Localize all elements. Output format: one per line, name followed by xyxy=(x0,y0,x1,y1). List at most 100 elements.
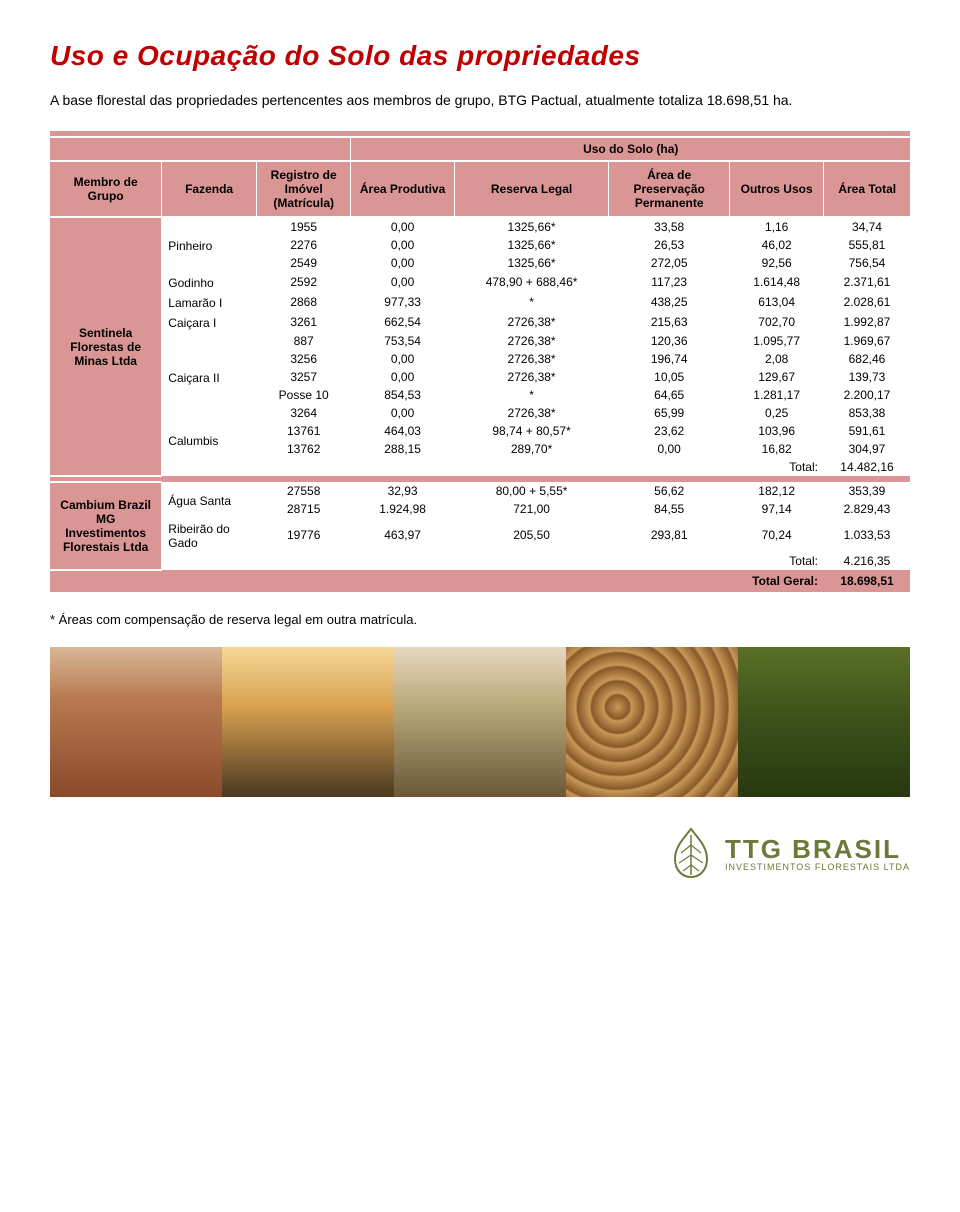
fazenda-label: Caiçara I xyxy=(162,312,257,332)
cell-res: 2726,38* xyxy=(454,350,609,368)
col-reserva: Reserva Legal xyxy=(454,161,609,217)
cell-tot: 2.200,17 xyxy=(824,386,910,404)
col-fazenda: Fazenda xyxy=(162,161,257,217)
grandtotal-value: 18.698,51 xyxy=(824,570,910,592)
cell-app: 120,36 xyxy=(609,332,729,350)
cell-app: 23,62 xyxy=(609,422,729,440)
table-row: Calumbis13761464,0398,74 + 80,57*23,6210… xyxy=(50,422,910,440)
cell-app: 26,53 xyxy=(609,236,729,254)
subtotal-value: 4.216,35 xyxy=(824,552,910,570)
cell-res: 1325,66* xyxy=(454,217,609,236)
fazenda-label: Ribeirão do Gado xyxy=(162,518,257,552)
table-row: Cambium Brazil MG Investimentos Floresta… xyxy=(50,482,910,500)
cell-out: 2,08 xyxy=(729,350,824,368)
cell-out: 1.614,48 xyxy=(729,272,824,292)
cell-prod: 1.924,98 xyxy=(351,500,454,518)
grandtotal-row: Total Geral:18.698,51 xyxy=(50,570,910,592)
cell-out: 103,96 xyxy=(729,422,824,440)
table-superheader: Uso do Solo (ha) xyxy=(351,137,910,161)
cell-reg: 28715 xyxy=(256,500,351,518)
photo-3 xyxy=(394,647,566,797)
cell-res: 205,50 xyxy=(454,518,609,552)
cell-res: 721,00 xyxy=(454,500,609,518)
cell-reg: 13762 xyxy=(256,440,351,458)
logo-area: TTG BRASIL INVESTIMENTOS FLORESTAIS LTDA xyxy=(50,827,910,881)
cell-res: 1325,66* xyxy=(454,236,609,254)
cell-out: 70,24 xyxy=(729,518,824,552)
table-row: Godinho25920,00478,90 + 688,46*117,231.6… xyxy=(50,272,910,292)
table-row: Sentinela Florestas de Minas LtdaPinheir… xyxy=(50,217,910,236)
cell-app: 65,99 xyxy=(609,404,729,422)
cell-out: 1.281,17 xyxy=(729,386,824,404)
subtotal-row: Total:4.216,35 xyxy=(50,552,910,570)
intro-text: A base florestal das propriedades perten… xyxy=(50,90,830,111)
cell-prod: 32,93 xyxy=(351,482,454,500)
photo-strip xyxy=(50,647,910,797)
photo-4 xyxy=(566,647,738,797)
cell-reg: Posse 10 xyxy=(256,386,351,404)
membro-cell: Cambium Brazil MG Investimentos Floresta… xyxy=(50,482,162,570)
cell-res: 289,70* xyxy=(454,440,609,458)
cell-tot: 1.992,87 xyxy=(824,312,910,332)
cell-tot: 139,73 xyxy=(824,368,910,386)
photo-2 xyxy=(222,647,394,797)
cell-out: 1,16 xyxy=(729,217,824,236)
subtotal-label: Total: xyxy=(729,552,824,570)
cell-res: 2726,38* xyxy=(454,404,609,422)
cell-prod: 0,00 xyxy=(351,350,454,368)
cell-app: 117,23 xyxy=(609,272,729,292)
cell-prod: 0,00 xyxy=(351,217,454,236)
cell-prod: 977,33 xyxy=(351,292,454,312)
fazenda-label: Caiçara II xyxy=(162,332,257,422)
cell-reg: 1955 xyxy=(256,217,351,236)
cell-tot: 853,38 xyxy=(824,404,910,422)
cell-app: 84,55 xyxy=(609,500,729,518)
table-row: Caiçara I3261662,542726,38*215,63702,701… xyxy=(50,312,910,332)
cell-tot: 34,74 xyxy=(824,217,910,236)
cell-tot: 1.969,67 xyxy=(824,332,910,350)
cell-prod: 0,00 xyxy=(351,254,454,272)
cell-app: 293,81 xyxy=(609,518,729,552)
cell-res: 2726,38* xyxy=(454,368,609,386)
cell-res: 478,90 + 688,46* xyxy=(454,272,609,292)
page-title: Uso e Ocupação do Solo das propriedades xyxy=(50,40,910,72)
cell-res: 2726,38* xyxy=(454,312,609,332)
col-produtiva: Área Produtiva xyxy=(351,161,454,217)
cell-reg: 3264 xyxy=(256,404,351,422)
fazenda-label: Água Santa xyxy=(162,482,257,518)
cell-out: 129,67 xyxy=(729,368,824,386)
footnote: * Áreas com compensação de reserva legal… xyxy=(50,612,910,627)
cell-res: * xyxy=(454,292,609,312)
col-outros: Outros Usos xyxy=(729,161,824,217)
cell-app: 64,65 xyxy=(609,386,729,404)
cell-out: 16,82 xyxy=(729,440,824,458)
photo-1 xyxy=(50,647,222,797)
cell-out: 46,02 xyxy=(729,236,824,254)
cell-reg: 2276 xyxy=(256,236,351,254)
land-use-table: Uso do Solo (ha) Membro de Grupo Fazenda… xyxy=(50,131,910,592)
subtotal-label: Total: xyxy=(729,458,824,476)
table-row: Caiçara II887753,542726,38*120,361.095,7… xyxy=(50,332,910,350)
cell-app: 196,74 xyxy=(609,350,729,368)
col-app: Área de Preservação Permanente xyxy=(609,161,729,217)
cell-tot: 1.033,53 xyxy=(824,518,910,552)
cell-out: 613,04 xyxy=(729,292,824,312)
col-membro: Membro de Grupo xyxy=(50,161,162,217)
cell-reg: 19776 xyxy=(256,518,351,552)
fazenda-label: Pinheiro xyxy=(162,217,257,272)
cell-reg: 3257 xyxy=(256,368,351,386)
cell-reg: 2549 xyxy=(256,254,351,272)
cell-tot: 2.829,43 xyxy=(824,500,910,518)
col-registro: Registro de Imóvel (Matrícula) xyxy=(256,161,351,217)
cell-app: 438,25 xyxy=(609,292,729,312)
cell-tot: 682,46 xyxy=(824,350,910,368)
cell-res: 98,74 + 80,57* xyxy=(454,422,609,440)
cell-out: 702,70 xyxy=(729,312,824,332)
cell-tot: 353,39 xyxy=(824,482,910,500)
cell-reg: 13761 xyxy=(256,422,351,440)
cell-res: 1325,66* xyxy=(454,254,609,272)
cell-reg: 2592 xyxy=(256,272,351,292)
cell-reg: 3261 xyxy=(256,312,351,332)
cell-app: 215,63 xyxy=(609,312,729,332)
cell-app: 56,62 xyxy=(609,482,729,500)
